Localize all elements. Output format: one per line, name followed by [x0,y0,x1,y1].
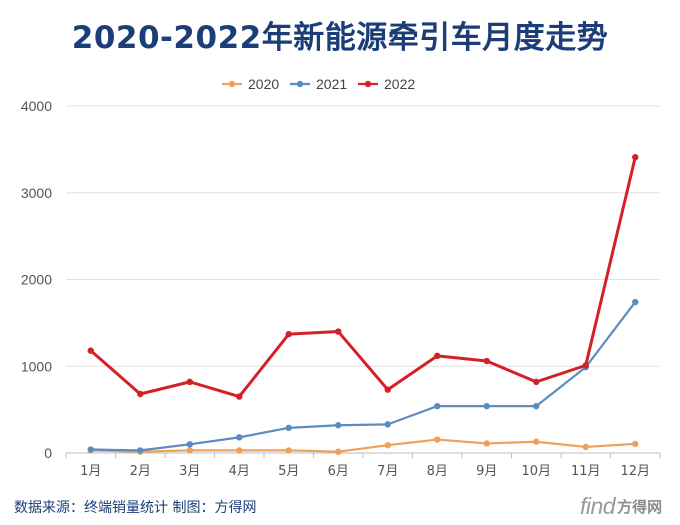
data-point-2021 [137,447,144,454]
data-point-2020 [384,441,391,449]
data-point-2020 [582,443,589,451]
data-point-2022 [434,352,441,360]
x-tick-label: 4月 [229,464,250,479]
data-point-2022 [87,347,94,354]
x-tick-label: 3月 [179,464,200,479]
data-point-2020 [335,448,342,455]
x-tick-label: 9月 [476,464,497,479]
data-point-2020 [236,447,243,454]
data-point-2021 [434,402,441,410]
data-point-2022 [137,390,144,398]
data-point-2022 [582,362,589,369]
site-logo: find 方得网 [580,493,662,519]
data-point-2022 [483,357,490,365]
y-tick-label: 4000 [21,98,52,114]
data-point-2020 [285,447,292,454]
data-point-2020 [186,447,193,454]
data-point-2021 [335,422,342,429]
x-tick-label: 6月 [328,464,349,479]
data-point-2022 [384,386,391,393]
logo-cn-text: 方得网 [617,497,663,516]
data-point-2022 [533,378,540,386]
y-tick-label: 1000 [21,358,52,374]
x-tick-label: 12月 [620,464,650,479]
y-tick-label: 0 [44,445,52,461]
data-point-2022 [186,378,193,386]
legend-marker-2021 [296,80,304,88]
data-point-2021 [285,424,292,432]
legend-marker-2022 [364,80,372,88]
data-point-2022 [632,153,639,161]
data-point-2021 [384,421,391,428]
logo-find-text: find [580,492,616,519]
data-point-2022 [285,330,292,338]
x-tick-label: 8月 [427,464,448,479]
data-point-2021 [533,402,540,410]
x-tick-label: 11月 [571,464,601,479]
data-point-2020 [483,440,490,447]
data-point-2022 [335,328,342,335]
legend-label-2022: 2022 [384,76,415,92]
data-point-2020 [632,440,639,448]
data-source-note: 数据来源：终端销量统计 制图：方得网 [14,500,257,516]
y-tick-label: 2000 [21,272,52,288]
x-tick-label: 1月 [80,464,101,479]
data-point-2021 [632,298,639,306]
data-point-2021 [236,434,243,441]
data-point-2021 [186,441,193,448]
legend-marker-2020 [228,80,236,88]
series-line-2021 [90,301,637,452]
data-point-2022 [236,393,243,400]
legend-label-2020: 2020 [248,76,279,92]
x-tick-label: 10月 [521,464,551,479]
series-line-2020 [90,438,636,453]
x-tick-label: 7月 [377,464,398,479]
data-point-2020 [533,438,540,445]
data-point-2021 [483,402,490,410]
series-line-2022 [89,156,637,399]
chart-title: 2020-2022年新能源牵引车月度走势 [71,20,609,56]
data-point-2021 [87,446,94,453]
legend-label-2021: 2021 [316,76,347,92]
y-tick-label: 3000 [21,185,52,201]
data-point-2020 [434,436,441,443]
x-tick-label: 5月 [278,464,299,479]
x-tick-label: 2月 [130,464,151,479]
